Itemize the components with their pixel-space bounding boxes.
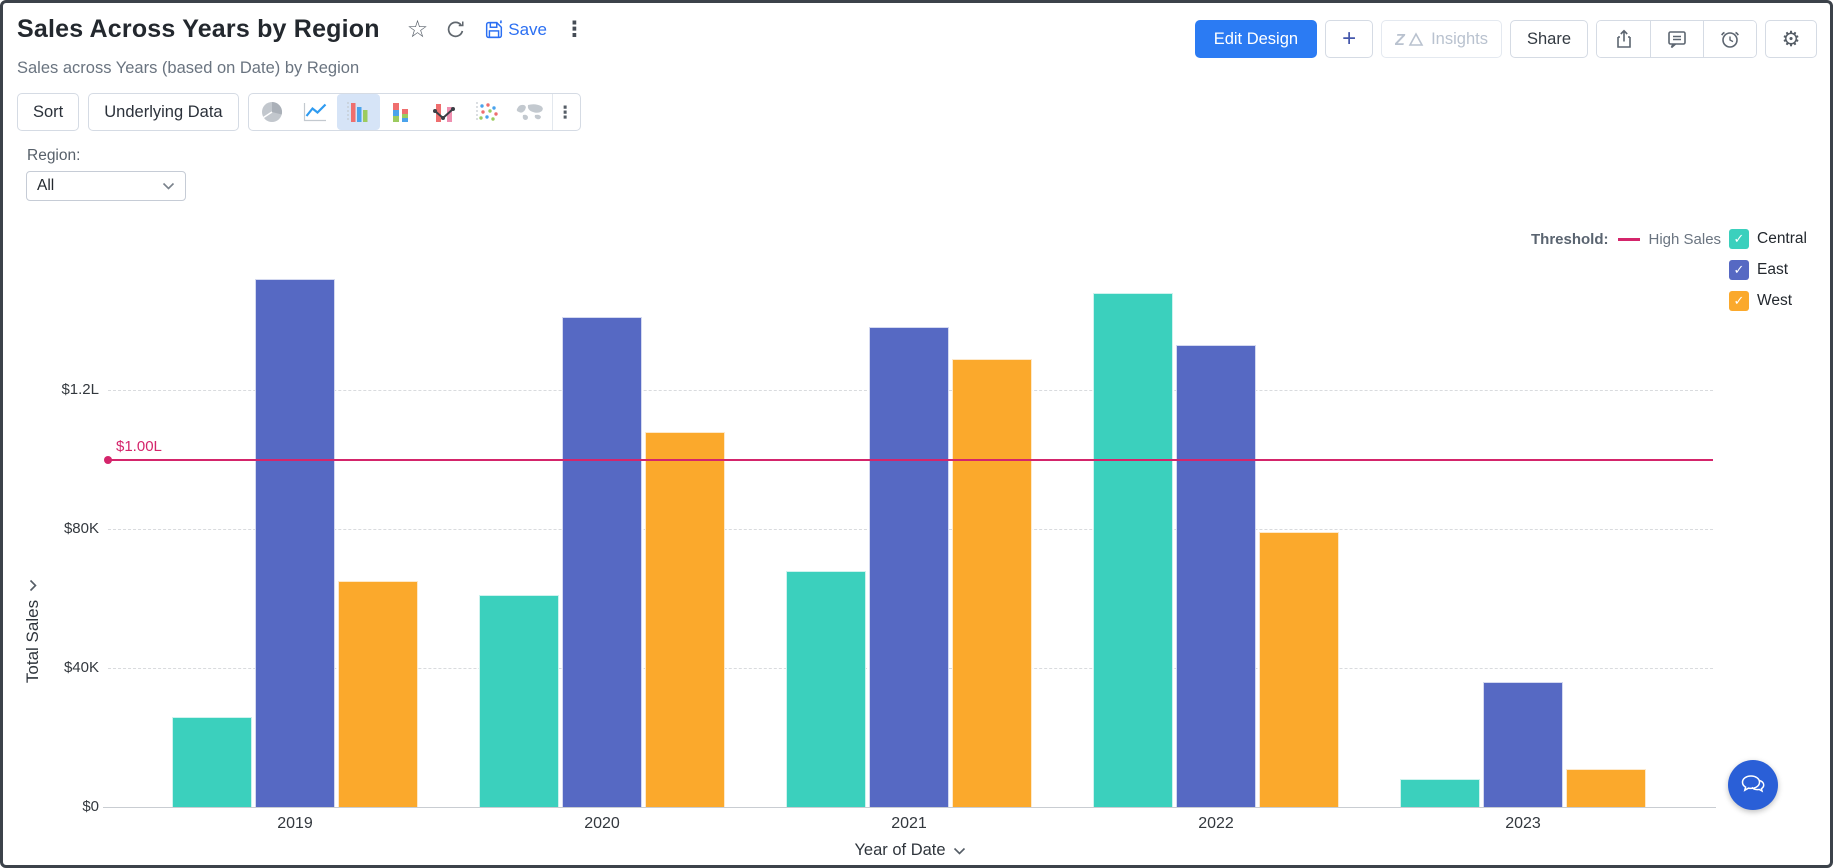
chevron-down-icon bbox=[29, 579, 37, 591]
chart-type-combination-icon[interactable] bbox=[423, 94, 466, 130]
bar-central-2019[interactable] bbox=[172, 716, 252, 807]
bar-chart: $0 $40K $80K $1.2L $1.00L 2019 2020 2021 2022 202… bbox=[3, 3, 1830, 865]
page-subtitle: Sales across Years (based on Date) by Re… bbox=[17, 59, 360, 77]
bar-west-2021[interactable] bbox=[952, 358, 1032, 807]
chart-type-scatter-icon[interactable] bbox=[466, 94, 509, 130]
bar-west-2020[interactable] bbox=[645, 431, 725, 807]
y-axis-tick-label: $1.2L bbox=[61, 381, 99, 398]
chat-bubbles-icon bbox=[1741, 775, 1765, 793]
y-axis-tick-label: $0 bbox=[82, 798, 99, 815]
chart-type-map-icon[interactable] bbox=[509, 94, 552, 130]
settings-button[interactable]: ⚙ bbox=[1765, 20, 1817, 58]
comments-icon[interactable] bbox=[1650, 21, 1703, 57]
header: Sales Across Years by Region ☆ Save ⋮ bbox=[17, 15, 585, 44]
settings-gear-icon: ⚙ bbox=[1781, 27, 1801, 51]
series-legend: ✓ Central ✓ East ✓ West bbox=[1729, 229, 1807, 311]
alerts-clock-icon[interactable] bbox=[1703, 21, 1756, 57]
share-button[interactable]: Share bbox=[1509, 20, 1588, 58]
legend-item-west[interactable]: ✓ West bbox=[1729, 291, 1807, 311]
legend-label: Central bbox=[1757, 230, 1807, 247]
legend-label: East bbox=[1757, 261, 1789, 278]
bar-east-2022[interactable] bbox=[1176, 344, 1256, 807]
bar-east-2019[interactable] bbox=[255, 278, 335, 807]
chart-type-stacked-bar-icon[interactable] bbox=[380, 94, 423, 130]
x-axis-tick-label: 2021 bbox=[891, 815, 927, 832]
bar-west-2019[interactable] bbox=[338, 581, 418, 807]
x-axis-tick-label: 2019 bbox=[277, 815, 313, 832]
bar-east-2020[interactable] bbox=[562, 317, 642, 807]
header-icon-group bbox=[1596, 20, 1757, 58]
sort-button[interactable]: Sort bbox=[17, 93, 80, 131]
legend-checkbox-west[interactable]: ✓ bbox=[1729, 291, 1749, 311]
chevron-down-icon bbox=[162, 182, 175, 190]
chart-type-line-icon[interactable] bbox=[294, 94, 337, 130]
underlying-data-button[interactable]: Underlying Data bbox=[88, 93, 239, 131]
save-button[interactable]: Save bbox=[483, 19, 547, 41]
chart-type-bar-icon[interactable] bbox=[336, 94, 380, 130]
favorite-star-icon[interactable]: ☆ bbox=[406, 15, 429, 43]
zia-icon: Z bbox=[1395, 32, 1424, 49]
x-axis-title[interactable]: Year of Date bbox=[820, 841, 1000, 860]
more-chart-types-icon[interactable]: ⋮ bbox=[551, 94, 578, 130]
bar-west-2022[interactable] bbox=[1259, 532, 1339, 807]
legend-label: West bbox=[1757, 292, 1793, 309]
legend-item-east[interactable]: ✓ East bbox=[1729, 260, 1807, 280]
more-options-icon[interactable]: ⋮ bbox=[564, 18, 585, 41]
edit-design-button[interactable]: Edit Design bbox=[1194, 20, 1318, 58]
region-filter-select[interactable]: All bbox=[26, 171, 186, 201]
threshold-legend-title: Threshold: bbox=[1531, 231, 1609, 248]
x-axis-tick-label: 2023 bbox=[1505, 815, 1541, 832]
title-icon-bar: ☆ Save ⋮ bbox=[406, 15, 585, 43]
threshold-value-label: $1.00L bbox=[116, 437, 162, 455]
legend-checkbox-central[interactable]: ✓ bbox=[1729, 229, 1749, 249]
chevron-down-icon bbox=[953, 847, 965, 855]
chart-toolbar: Sort Underlying Data bbox=[17, 93, 581, 131]
page-title: Sales Across Years by Region bbox=[17, 15, 380, 43]
svg-text:Z: Z bbox=[1395, 32, 1406, 49]
bar-east-2021[interactable] bbox=[869, 327, 949, 807]
bar-central-2020[interactable] bbox=[479, 595, 559, 807]
add-button[interactable]: + bbox=[1325, 20, 1374, 58]
insights-button[interactable]: Z Insights bbox=[1381, 20, 1502, 58]
header-actions: Edit Design + Z Insights Share bbox=[1194, 20, 1817, 58]
bar-central-2021[interactable] bbox=[786, 570, 866, 807]
chart-type-pie-icon[interactable] bbox=[251, 94, 294, 130]
save-icon bbox=[486, 19, 503, 38]
refresh-icon[interactable] bbox=[445, 19, 466, 40]
legend-checkbox-east[interactable]: ✓ bbox=[1729, 260, 1749, 280]
x-axis-tick-label: 2020 bbox=[584, 815, 620, 832]
threshold-line-swatch bbox=[1617, 238, 1640, 241]
threshold-name: High Sales bbox=[1648, 231, 1722, 248]
bar-east-2023[interactable] bbox=[1483, 681, 1563, 807]
export-icon[interactable] bbox=[1597, 21, 1650, 57]
y-axis-title[interactable]: Total Sales bbox=[20, 524, 46, 738]
threshold-dot bbox=[104, 455, 112, 464]
threshold-legend: Threshold: High Sales bbox=[1531, 231, 1721, 248]
bar-west-2023[interactable] bbox=[1566, 768, 1646, 807]
chart-type-switcher: ⋮ bbox=[247, 93, 581, 131]
chat-assistant-button[interactable] bbox=[1728, 760, 1778, 810]
bar-central-2023[interactable] bbox=[1400, 779, 1480, 807]
legend-item-central[interactable]: ✓ Central bbox=[1729, 229, 1807, 249]
bar-central-2022[interactable] bbox=[1093, 292, 1173, 807]
region-filter-label: Region: bbox=[27, 147, 81, 164]
x-axis-tick-label: 2022 bbox=[1198, 815, 1234, 832]
x-axis-line bbox=[103, 807, 1716, 808]
